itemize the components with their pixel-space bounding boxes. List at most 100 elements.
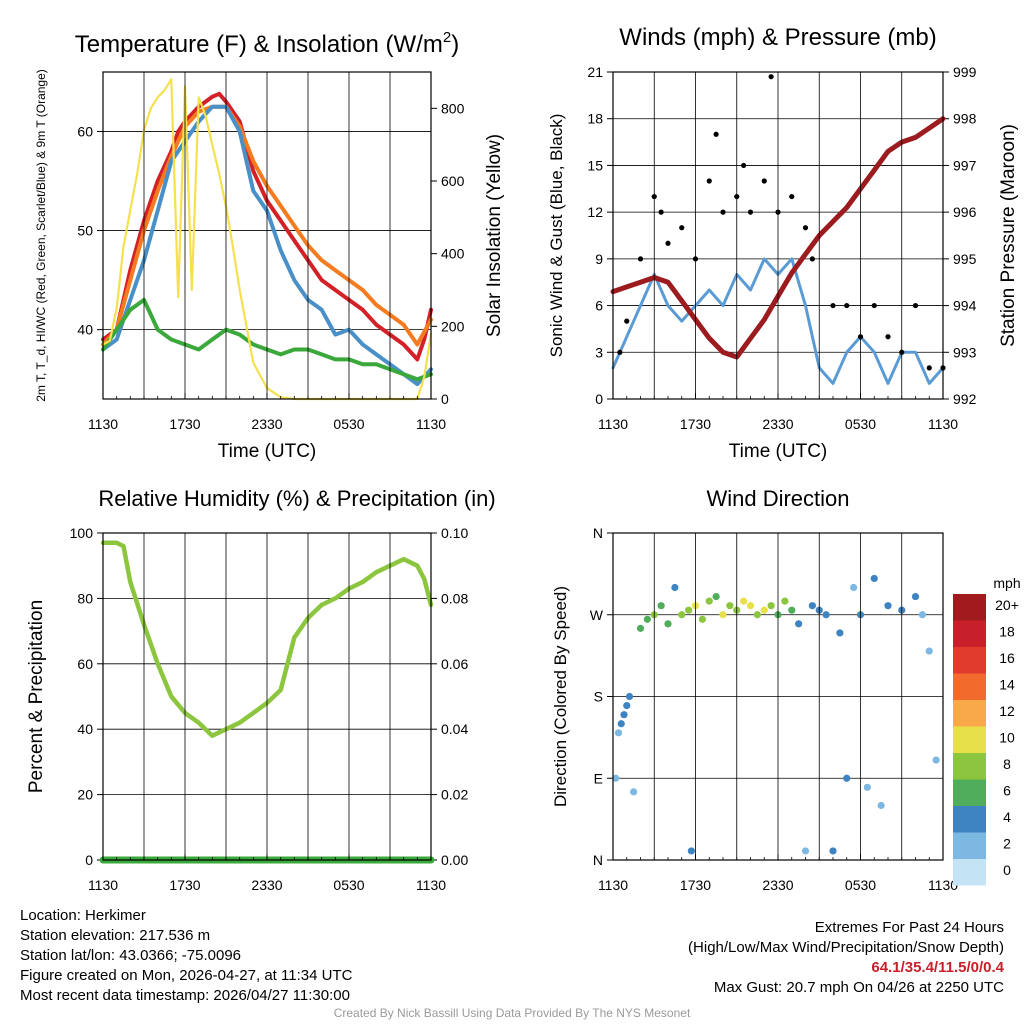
chart-title: Winds (mph) & Pressure (mb) (619, 24, 936, 51)
credit-text: Created By Nick Bassill Using Data Provi… (333, 1006, 691, 1020)
x-tick-label: 1130 (416, 877, 446, 893)
y-axis-label-left: 2m T, T_d, HI/WC (Red, Green, Scarlet/Bl… (34, 69, 48, 402)
direction-point (870, 574, 878, 583)
colorbar-swatch (953, 700, 986, 727)
direction-point (623, 701, 631, 710)
direction-point (788, 606, 796, 614)
x-tick-label: 0530 (845, 877, 876, 893)
gust-point (617, 349, 623, 355)
plot-frame (612, 532, 944, 861)
gust-point (741, 162, 747, 169)
plot-frame (102, 71, 432, 400)
direction-point (801, 847, 810, 855)
colorbar-tick-label: 10 (999, 730, 1015, 746)
y-axis-label-left: Percent & Precipitation (26, 600, 47, 793)
y-tick-label: 0 (85, 852, 93, 868)
gust-point (768, 74, 774, 80)
direction-point (625, 692, 634, 701)
gust-point (658, 209, 664, 215)
winds-pressure-panel: Winds (mph) & Pressure (mb) 0 3 6 9 12 15 18 21 9… (547, 24, 1019, 462)
y-tick-label: 15 (587, 157, 603, 173)
y-tick-label: 21 (587, 64, 603, 80)
y-tick-label: 40 (77, 721, 93, 737)
y-tick-label: N (593, 525, 603, 541)
direction-point (612, 774, 620, 782)
y2-tick-label: 0.04 (441, 721, 468, 737)
gust-point (665, 240, 671, 246)
direction-point (918, 611, 926, 619)
direction-point (753, 611, 761, 619)
x-tick-label: 1130 (598, 877, 628, 893)
x-tick-label: 1130 (88, 877, 118, 893)
temperature-panel: Temperature (F) & Insolation (W/m2) 40 50 6… (34, 29, 505, 462)
colorbar-label: mph (993, 575, 1020, 591)
direction-point (630, 788, 638, 796)
x-tick-label: 0530 (845, 416, 876, 432)
direction-point (932, 756, 940, 764)
y2-tick-label: 800 (441, 100, 465, 116)
series-line-2m-temperature (101, 91, 433, 362)
colorbar-tick-label: 0 (1003, 862, 1011, 878)
series-line-relative-humidity (100, 540, 434, 738)
gust-point (830, 302, 836, 309)
y2-tick-label: 993 (953, 344, 977, 360)
colorbar-tick-label: 20+ (995, 597, 1019, 613)
chart-title: Relative Humidity (%) & Precipitation (i… (98, 486, 495, 511)
y-tick-label: 9 (595, 251, 603, 267)
y2-tick-label: 992 (953, 391, 977, 407)
x-tick-label: 1730 (169, 877, 200, 893)
direction-point (781, 597, 789, 605)
x-tick-label: 0530 (333, 416, 364, 432)
y-tick-label: 20 (77, 787, 93, 803)
x-tick-label: 1130 (598, 416, 628, 432)
x-axis-label: Time (UTC) (218, 441, 317, 462)
y-tick-label: E (594, 770, 603, 786)
colorbar-swatch (953, 726, 986, 753)
colorbar-tick-label: 18 (999, 624, 1015, 640)
recent-text: Most recent data timestamp: 2026/04/27 1… (20, 987, 350, 1004)
colorbar-swatch (953, 806, 986, 833)
direction-point (767, 602, 775, 610)
y-tick-label: 100 (70, 525, 94, 541)
direction-point (685, 606, 693, 614)
station-info: Location: Herkimer Station elevation: 21… (20, 906, 352, 1006)
gust-point (912, 302, 919, 309)
x-tick-label: 2330 (762, 416, 793, 432)
max-gust-text: Max Gust: 20.7 mph On 04/26 at 2250 UTC (713, 979, 1004, 996)
colorbar-tick-label: 12 (999, 703, 1015, 719)
colorbar-tick-label: 2 (1003, 836, 1011, 852)
direction-point (863, 783, 871, 791)
y-tick-label: 12 (587, 204, 603, 220)
colorbar-swatch (953, 594, 986, 621)
direction-point (760, 606, 768, 614)
y2-tick-label: 0.00 (441, 852, 468, 868)
colorbar-swatch (953, 647, 986, 674)
chart-title: Wind Direction (706, 486, 849, 511)
gust-point (713, 131, 719, 137)
x-axis-label: Time (UTC) (729, 441, 828, 462)
gust-point (720, 209, 726, 215)
latlon-text: Station lat/lon: 43.0366; -75.0096 (20, 947, 242, 964)
direction-point (740, 597, 748, 605)
y-tick-label: 60 (77, 123, 93, 139)
direction-point (664, 620, 672, 628)
y2-tick-label: 997 (953, 157, 977, 173)
x-tick-label: 1730 (680, 877, 711, 893)
direction-point (687, 847, 695, 855)
y-axis-label-right: Station Pressure (Maroon) (998, 124, 1019, 347)
colorbar-tick-label: 6 (1003, 783, 1011, 799)
chart-title: Temperature (F) & Insolation (W/m2) (75, 29, 459, 58)
direction-point (877, 801, 885, 810)
extremes-title: Extremes For Past 24 Hours (814, 919, 1004, 936)
y-tick-label: 3 (595, 344, 603, 360)
gust-point (679, 225, 685, 231)
y2-tick-label: 0.10 (441, 525, 468, 541)
x-tick-label: 1130 (88, 416, 118, 432)
y-tick-label: 40 (77, 322, 93, 338)
direction-point (671, 583, 679, 592)
colorbar-tick-label: 4 (1003, 809, 1011, 825)
y-tick-label: W (590, 607, 604, 623)
direction-point (719, 611, 727, 619)
direction-point (850, 583, 858, 592)
direction-point (678, 611, 686, 619)
